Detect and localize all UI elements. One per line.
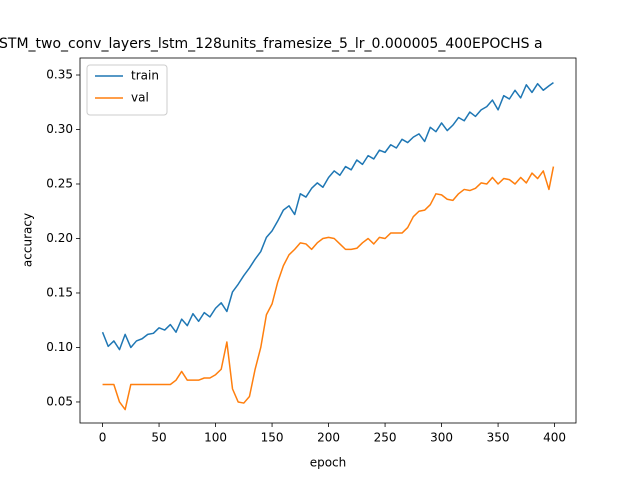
x-tick-label: 150 (261, 431, 284, 445)
y-tick-label: 0.10 (46, 340, 73, 354)
data-line (101, 82, 554, 351)
plot-frame (79, 57, 577, 424)
x-tick-label: 300 (430, 431, 453, 445)
y-tick-label: 0.05 (46, 394, 73, 408)
legend-label: val (131, 91, 149, 105)
x-tick-label: 400 (543, 431, 566, 445)
x-tick-label: 50 (151, 431, 166, 445)
y-tick-label: 0.35 (46, 68, 73, 82)
x-tick-label: 350 (487, 431, 510, 445)
x-tick-label: 250 (374, 431, 397, 445)
data-line (102, 166, 555, 411)
x-axis-label: epoch (310, 456, 347, 470)
x-tick-label: 0 (99, 431, 107, 445)
legend-label: train (131, 69, 159, 83)
x-tick-label: 100 (204, 431, 227, 445)
y-tick-label: 0.20 (46, 231, 73, 245)
y-axis-label: accuracy (21, 213, 35, 267)
legend-box (86, 64, 168, 116)
y-tick-label: 0.15 (46, 285, 73, 299)
y-tick-label: 0.30 (46, 122, 73, 136)
y-tick-label: 0.25 (46, 176, 73, 190)
chart-title: STM_two_conv_layers_lstm_128units_frames… (0, 36, 543, 52)
x-tick-label: 200 (317, 431, 340, 445)
